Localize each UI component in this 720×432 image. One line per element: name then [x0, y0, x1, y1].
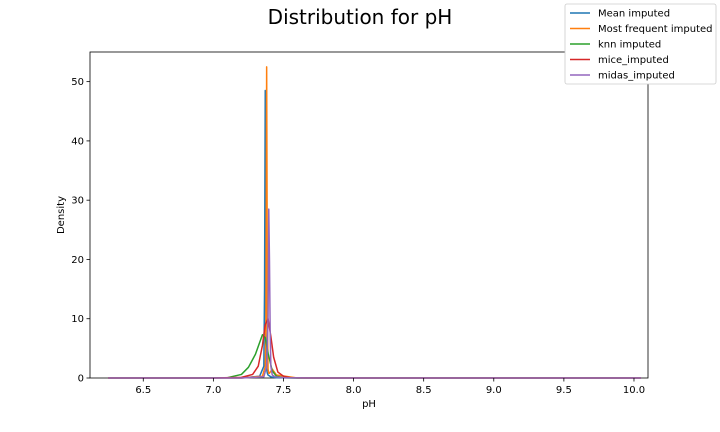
series-line-3: [108, 317, 641, 379]
legend-label-1: Most frequent imputed: [598, 24, 713, 35]
y-tick-label: 10: [71, 314, 84, 325]
x-tick-label: 7.0: [205, 385, 221, 396]
chart-title: Distribution for pH: [268, 5, 453, 29]
x-tick-label: 6.5: [135, 385, 151, 396]
series-line-1: [108, 66, 641, 379]
x-tick-label: 9.5: [556, 385, 572, 396]
series-line-4: [108, 208, 641, 379]
y-tick-label: 0: [78, 374, 84, 385]
legend-label-4: midas_imputed: [598, 71, 675, 82]
plot-area: [89, 51, 649, 379]
x-tick-label: 8.0: [346, 385, 362, 396]
legend-label-2: knn imputed: [598, 40, 661, 51]
y-axis: 0 10 20 30 40 50: [71, 77, 90, 385]
legend: Mean imputed Most frequent imputed knn imp…: [564, 3, 717, 85]
x-tick-label: 9.0: [486, 385, 502, 396]
y-tick-label: 30: [71, 196, 84, 207]
x-tick-label: 10.0: [623, 385, 645, 396]
y-tick-label: 50: [71, 77, 84, 88]
legend-label-3: mice_imputed: [598, 55, 669, 66]
y-tick-label: 40: [71, 136, 84, 147]
legend-frame: [564, 3, 717, 85]
y-axis-label: Density: [56, 196, 67, 234]
y-tick-label: 20: [71, 255, 84, 266]
x-tick-label: 7.5: [276, 385, 292, 396]
series-line-2: [108, 333, 641, 379]
series-layer: [108, 66, 641, 379]
x-tick-label: 8.5: [416, 385, 432, 396]
legend-label-0: Mean imputed: [598, 9, 670, 20]
series-line-0: [108, 89, 641, 379]
x-axis: 6.5 7.0 7.5 8.0 8.5 9.0 9.5 10.0: [135, 378, 645, 396]
x-axis-label: pH: [362, 399, 376, 410]
